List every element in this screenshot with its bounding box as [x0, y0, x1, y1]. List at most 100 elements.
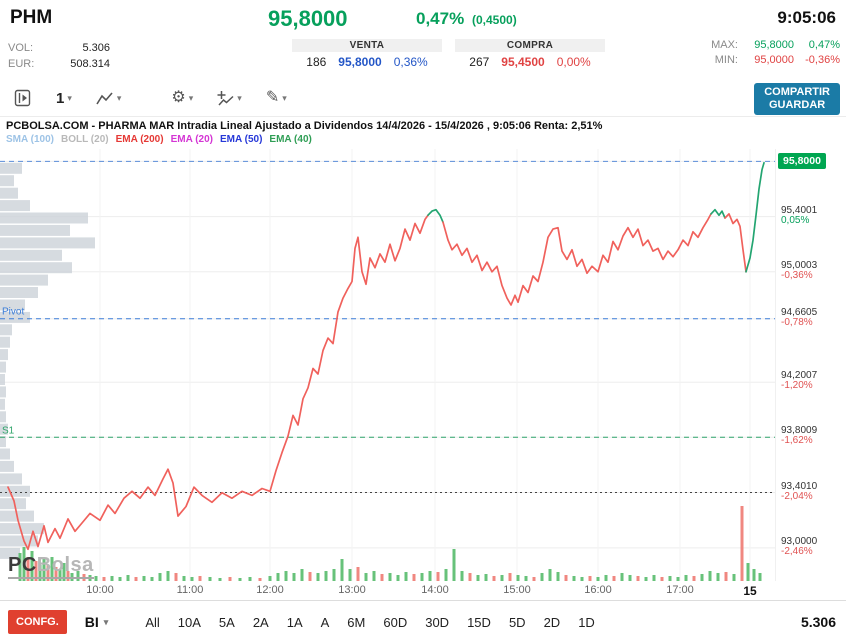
line-style-icon [96, 91, 113, 104]
max-value: 95,8000 [754, 39, 794, 51]
change-absolute: (0,4500) [472, 13, 517, 27]
chart-area: PCBOLSA.COM - PHARMA MAR Intradia Lineal… [0, 116, 846, 600]
timeframe-60d[interactable]: 60D [383, 614, 408, 630]
chevron-down-icon: ▾ [188, 92, 194, 103]
x-axis-label: 10:00 [86, 584, 114, 596]
timeframe-5d[interactable]: 5D [508, 614, 526, 630]
y-axis-label: 95,0003 -0,36% [781, 259, 818, 281]
bid-header: COMPRA [455, 39, 605, 52]
chart-title: PCBOLSA.COM - PHARMA MAR Intradia Lineal… [6, 120, 603, 132]
x-axis-label: 15 [743, 584, 757, 598]
chevron-down-icon: ▾ [282, 92, 287, 103]
bottom-bar: CONFG. BI ▾ All 10A 5A 2A 1A A 6M 60D 30D 15D 5D 2D… [0, 600, 846, 643]
chevron-down-icon: ▾ [103, 616, 109, 627]
save-label: GUARDAR [768, 99, 826, 111]
chevron-down-icon: ▾ [237, 92, 242, 103]
share-save-button[interactable]: COMPARTIR GUARDAR [754, 83, 840, 115]
clock: 9:05:06 [777, 8, 836, 27]
eur-value: 508.314 [70, 58, 110, 70]
timeframe-30d[interactable]: 30D [425, 614, 450, 630]
share-label: COMPARTIR [764, 86, 830, 98]
top-bar: PHM 95,8000 0,47% (0,4500) 9:05:06 [0, 0, 846, 36]
chevron-down-icon: ▾ [116, 92, 122, 103]
session-volume: 5.306 [800, 614, 836, 630]
draw-tools-button[interactable]: ✎ ▾ [260, 86, 293, 110]
timeframe-bar: All 10A 5A 2A 1A A 6M 60D 30D 15D 5D 2D 1D [136, 610, 604, 635]
volume-label: VOL: [8, 42, 34, 54]
add-indicator-icon [217, 90, 234, 106]
svg-text:Pivot: Pivot [2, 307, 24, 318]
timeframe-10a[interactable]: 10A [177, 614, 201, 630]
legend-item: EMA (20) [170, 134, 213, 145]
x-axis-label: 11:00 [176, 584, 204, 596]
timeframe-15d[interactable]: 15D [467, 614, 491, 630]
pencil-icon: ✎ [265, 89, 280, 106]
y-axis-label: 94,2007 -1,20% [781, 370, 818, 392]
config-button[interactable]: CONFG. [8, 610, 67, 634]
chart-style-selector[interactable]: ▾ [90, 87, 128, 110]
timeframe-5a[interactable]: 5A [218, 614, 235, 630]
bid-percent: 0,00% [556, 55, 591, 69]
indicator-legend: SMA (100) BOLL (20) EMA (200) EMA (20) EMA (… [0, 134, 846, 149]
ask-book: VENTA 186 95,8000 0,36% [292, 39, 442, 69]
last-price: 95,8000 [268, 6, 348, 31]
x-axis-label: 14:00 [421, 584, 449, 596]
max-label: MAX: [711, 39, 738, 51]
legend-item: SMA (100) [6, 134, 54, 145]
min-percent: -0,36% [805, 54, 840, 66]
gear-icon: ⚙ [171, 89, 186, 106]
bid-book: COMPRA 267 95,4500 0,00% [455, 39, 605, 69]
last-price-tag: 95,8000 [778, 153, 826, 170]
x-axis-label: 16:00 [584, 584, 612, 596]
ask-header: VENTA [292, 39, 442, 52]
group-label: BI [84, 614, 99, 630]
ask-price: 95,8000 [338, 55, 382, 69]
chart-plot[interactable]: Pivot S1 PCBolsa [0, 149, 775, 581]
add-indicator-button[interactable]: ▾ [211, 86, 248, 111]
time-axis[interactable]: 10:00 11:00 12:00 13:00 14:00 15:00 16:00 17:00… [0, 581, 775, 601]
timeframe-a[interactable]: A [320, 614, 330, 630]
timeframe-all[interactable]: All [145, 614, 160, 630]
min-value: 95,0000 [754, 54, 794, 66]
y-axis-label: 93,0000 -2,46% [781, 535, 818, 557]
change-percent: 0,47% [416, 9, 465, 28]
chart-panel-icon [14, 89, 31, 107]
ticker-symbol: PHM [10, 7, 53, 28]
legend-item: EMA (50) [220, 134, 263, 145]
pcbolsa-watermark: PCBolsa [8, 554, 94, 579]
svg-text:S1: S1 [2, 425, 15, 436]
interval-selector[interactable]: 1 ▾ [50, 86, 78, 111]
x-axis-label: 12:00 [256, 584, 284, 596]
legend-item: EMA (200) [115, 134, 164, 145]
y-axis-label: 95,8000 [781, 149, 817, 150]
settings-button[interactable]: ⚙ ▾ [165, 86, 199, 110]
min-label: MIN: [714, 54, 738, 66]
group-selector[interactable]: BI ▾ [85, 614, 109, 630]
price-chart-canvas[interactable]: Pivot S1 [0, 149, 775, 581]
y-axis-label: 93,8009 -1,62% [781, 425, 818, 447]
y-axis-label: 93,4010 -2,04% [781, 480, 818, 502]
max-percent: 0,47% [808, 39, 840, 51]
timeframe-1d[interactable]: 1D [578, 614, 595, 630]
interval-value: 1 [56, 89, 65, 107]
max-min-block: MAX: 95,8000 0,47% MIN: 95,0000 -0,36% [704, 39, 840, 69]
legend-item: BOLL (20) [60, 134, 109, 145]
chart-panel-button[interactable] [8, 85, 38, 111]
timeframe-6m[interactable]: 6M [347, 614, 366, 630]
chart-toolbar: 1 ▾ ▾ ⚙ ▾ ▾ ✎ ▾ COMPARTIR GUARDA [0, 80, 846, 116]
ask-percent: 0,36% [393, 55, 428, 69]
timeframe-2a[interactable]: 2A [252, 614, 269, 630]
y-axis-label: 94,6605 -0,78% [781, 306, 818, 328]
chevron-down-icon: ▾ [67, 92, 72, 103]
y-axis-label: 95,4001 0,05% [781, 204, 818, 226]
bid-price: 95,4500 [501, 55, 545, 69]
bid-quantity: 267 [469, 55, 490, 69]
legend-item: EMA (40) [269, 134, 312, 145]
volume-value: 5.306 [82, 42, 110, 54]
eur-label: EUR: [8, 58, 35, 70]
timeframe-1a[interactable]: 1A [286, 614, 303, 630]
timeframe-2d[interactable]: 2D [543, 614, 561, 630]
x-axis-label: 15:00 [503, 584, 531, 596]
